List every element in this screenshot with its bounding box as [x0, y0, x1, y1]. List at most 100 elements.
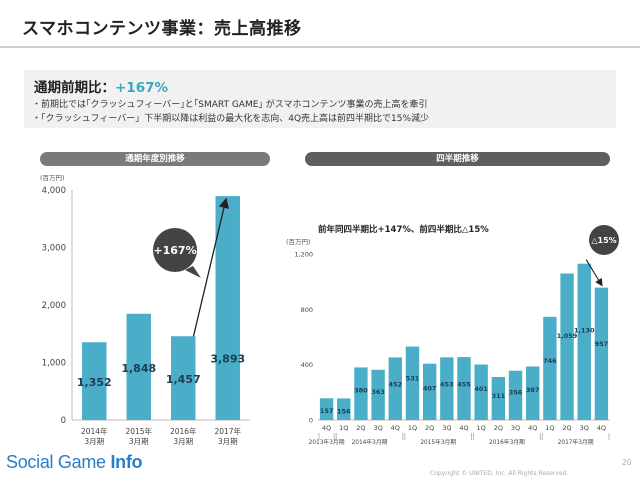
quarterly-bar — [388, 357, 402, 420]
annual-x-tick-label: 3月期 — [129, 437, 149, 446]
annual-y-tick-label: 2,000 — [42, 301, 66, 311]
annual-x-tick-label: 2016年 — [170, 426, 197, 436]
annual-y-tick-label: 4,000 — [42, 186, 66, 196]
quarterly-bar — [577, 263, 591, 420]
annual-y-unit: (百万円) — [40, 174, 65, 182]
quarterly-bar — [594, 287, 609, 420]
quarterly-group-label: 2014年3月期 — [352, 438, 388, 446]
annual-y-tick-label: 1,000 — [42, 359, 66, 369]
quarterly-x-tick-label: 1Q — [339, 424, 348, 432]
quarterly-x-tick-label: 3Q — [580, 424, 589, 432]
quarterly-x-tick-label: 2Q — [562, 424, 571, 432]
annual-bar — [215, 196, 240, 420]
quarterly-data-label: 311 — [492, 392, 506, 400]
logo-text-accent: Info — [110, 452, 143, 472]
annual-x-tick-label: 3月期 — [218, 437, 238, 446]
quarterly-x-tick-label: 4Q — [322, 424, 331, 432]
quarterly-y-unit: (百万円) — [286, 238, 311, 246]
quarterly-bar — [319, 398, 334, 420]
annual-data-label: 3,893 — [210, 352, 245, 365]
quarterly-x-tick-label: 1Q — [408, 424, 417, 432]
annual-bar — [171, 336, 196, 420]
annual-y-tick-label: 0 — [61, 416, 66, 426]
quarterly-bar — [491, 376, 506, 420]
summary-box: 通期前期比：+167% ・前期比では｢クラッシュフィーバー｣と｢SMART GA… — [24, 70, 616, 128]
annual-data-label: 1,352 — [77, 376, 112, 389]
annual-data-label: 1,848 — [121, 362, 156, 375]
quarterly-x-tick-label: 2Q — [425, 424, 434, 432]
quarterly-data-label: 387 — [526, 386, 540, 394]
quarterly-chart-heading: 四半期推移 — [305, 152, 610, 166]
quarterly-group-label: 2013年3月期 — [309, 438, 345, 446]
annual-chart-heading: 通期年度別推移 — [40, 152, 270, 166]
quarterly-bar — [337, 398, 351, 420]
page-title: スマホコンテンツ事業：売上高推移 — [22, 19, 302, 39]
logo-text-main: Social Game — [6, 452, 111, 472]
summary-bullet-2: ・「クラッシュフィーバー」下半期以降は利益の最大化を志向、4Q売上高は前四半期比… — [32, 114, 430, 124]
quarterly-y-tick-label: 1,200 — [294, 251, 313, 259]
annual-bar — [82, 342, 107, 420]
quarterly-bar — [474, 364, 488, 420]
quarterly-group-label: 2017年3月期 — [558, 438, 594, 446]
annual-bar — [126, 313, 151, 420]
annual-growth-arrow — [192, 197, 230, 337]
quarterly-data-label: 746 — [543, 357, 557, 365]
quarterly-x-tick-label: 3Q — [373, 424, 382, 432]
quarterly-x-tick-label: 3Q — [511, 424, 520, 432]
annual-x-tick-label: 2014年 — [81, 426, 108, 436]
annual-y-tick-label: 3,000 — [42, 244, 66, 254]
quarterly-bar — [440, 357, 454, 420]
annual-callout-tail — [185, 266, 201, 278]
quarterly-x-tick-label: 4Q — [597, 424, 606, 432]
quarterly-data-label: 156 — [337, 407, 351, 415]
quarterly-data-label: 363 — [371, 388, 385, 396]
quarterly-drop-arrow — [585, 259, 603, 287]
copyright-text: Copyright © UNITED, Inc. All Rights Rese… — [430, 470, 569, 477]
quarterly-bar — [422, 363, 437, 420]
quarterly-x-tick-label: 2Q — [356, 424, 365, 432]
quarterly-x-tick-label: 4Q — [528, 424, 537, 432]
annual-callout-text: +167% — [153, 244, 196, 257]
quarterly-bar — [354, 367, 368, 420]
quarterly-data-label: 401 — [474, 385, 488, 393]
quarterly-bar — [526, 366, 540, 420]
summary-value: +167% — [115, 80, 169, 96]
quarterly-bar — [457, 357, 471, 420]
quarterly-callout-bubble — [589, 225, 619, 255]
summary-bullet-1: ・前期比では｢クラッシュフィーバー｣と｢SMART GAME｣ がスマホコンテン… — [32, 100, 428, 110]
quarterly-group-label: 2015年3月期 — [420, 438, 456, 446]
quarterly-bar — [405, 346, 420, 420]
quarterly-data-label: 380 — [354, 387, 368, 395]
quarterly-x-tick-label: 1Q — [545, 424, 554, 432]
quarterly-data-label: 1,059 — [557, 332, 578, 340]
quarterly-data-label: 531 — [406, 374, 420, 382]
annual-x-tick-label: 3月期 — [84, 437, 104, 446]
quarterly-data-label: 452 — [389, 381, 403, 389]
quarterly-x-tick-label: 4Q — [459, 424, 468, 432]
quarterly-y-tick-label: 400 — [301, 361, 313, 369]
quarterly-data-label: 407 — [423, 384, 437, 392]
quarterly-x-tick-label: 2Q — [494, 424, 503, 432]
quarterly-data-label: 957 — [595, 340, 609, 348]
quarterly-bar — [371, 369, 385, 420]
annual-callout-bubble — [153, 228, 197, 272]
quarterly-bar — [560, 273, 574, 420]
title-divider — [0, 46, 640, 48]
quarterly-data-label: 157 — [320, 407, 334, 415]
quarterly-data-label: 455 — [457, 380, 471, 388]
quarterly-group-label: 2016年3月期 — [489, 438, 525, 446]
quarterly-subtitle: 前年同四半期比+147%、前四半期比△15% — [318, 224, 489, 235]
summary-heading: 通期前期比：+167% — [34, 76, 168, 96]
quarterly-data-label: 453 — [440, 381, 454, 389]
quarterly-data-label: 356 — [509, 388, 523, 396]
summary-label: 通期前期比： — [34, 80, 115, 96]
quarterly-x-tick-label: 4Q — [391, 424, 400, 432]
annual-x-tick-label: 2017年 — [214, 426, 241, 436]
page-number: 20 — [622, 458, 632, 467]
annual-data-label: 1,457 — [166, 373, 201, 386]
quarterly-y-tick-label: 0 — [309, 417, 313, 425]
quarterly-data-label: 1,130 — [574, 326, 595, 334]
annual-x-tick-label: 3月期 — [173, 437, 193, 446]
annual-x-tick-label: 2015年 — [125, 426, 152, 436]
quarterly-bar — [508, 370, 523, 420]
